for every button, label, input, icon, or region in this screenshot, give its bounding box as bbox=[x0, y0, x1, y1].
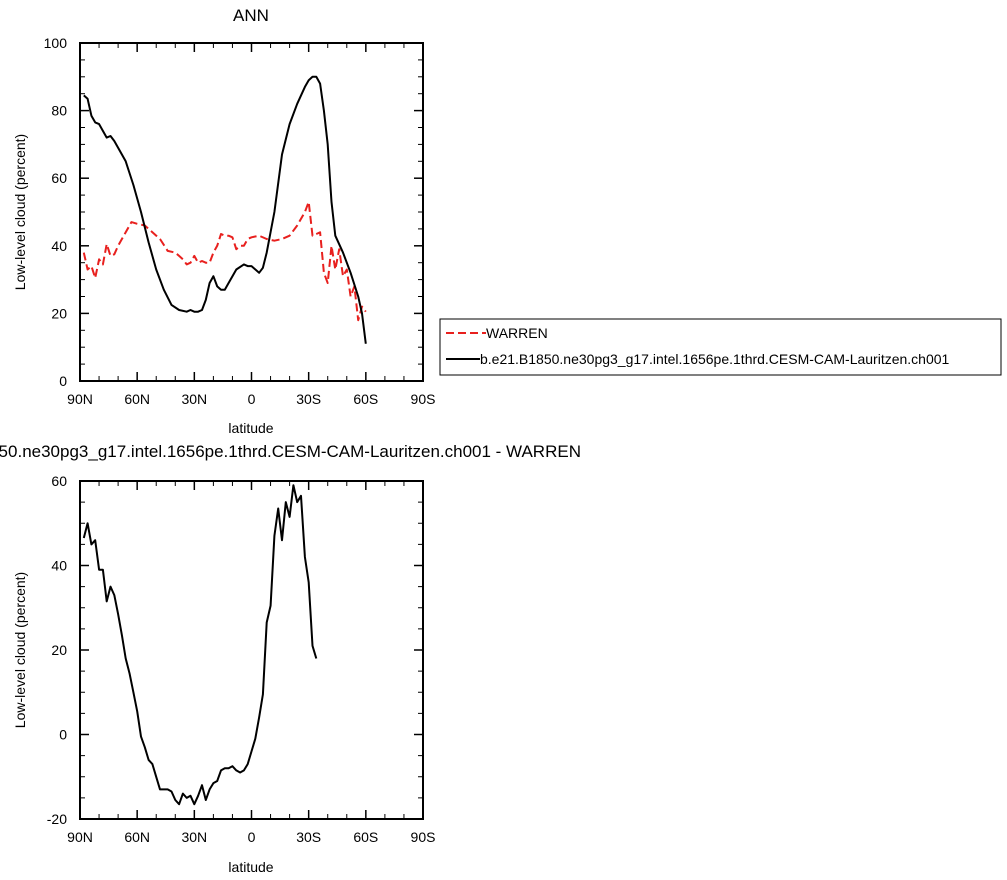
y-tick-label: 100 bbox=[44, 35, 68, 51]
chart2-plot-frame bbox=[79, 480, 424, 820]
chart2-x-axis-label: latitude bbox=[228, 859, 273, 875]
chart1-y-axis-label: Low-level cloud (percent) bbox=[12, 134, 28, 290]
x-tick-label: 30N bbox=[181, 829, 207, 845]
chart2-y-axis-label: Low-level cloud (percent) bbox=[12, 572, 28, 728]
y-tick-label: 0 bbox=[59, 727, 67, 743]
chart2-series bbox=[82, 484, 318, 806]
legend-box bbox=[439, 318, 1002, 376]
x-tick-label: 30S bbox=[296, 391, 321, 407]
y-tick-label: 80 bbox=[51, 103, 67, 119]
chart1-title: ANN bbox=[233, 6, 269, 25]
x-tick-label: 90S bbox=[411, 391, 436, 407]
x-tick-label: 60N bbox=[124, 829, 150, 845]
chart1-ticks: 90N 60N 30N 0 30S 60S 90S 0 20 40 60 80 100 bbox=[44, 35, 436, 407]
x-tick-label: 30S bbox=[296, 829, 321, 845]
y-tick-label: 40 bbox=[51, 238, 67, 254]
y-tick-label: 0 bbox=[59, 373, 67, 389]
chart1-plot-frame bbox=[79, 42, 424, 382]
x-tick-label: 0 bbox=[248, 829, 256, 845]
y-tick-label: 40 bbox=[51, 558, 67, 574]
legend-label-warren: WARREN bbox=[486, 325, 548, 341]
series-line-1 bbox=[82, 200, 367, 322]
series-line-1 bbox=[82, 484, 318, 806]
x-tick-label: 90N bbox=[67, 829, 93, 845]
chart1-x-axis-label: latitude bbox=[228, 420, 273, 436]
y-tick-label: 60 bbox=[51, 170, 67, 186]
x-tick-label: 30N bbox=[181, 391, 207, 407]
x-tick-label: 0 bbox=[248, 391, 256, 407]
y-tick-label: -20 bbox=[47, 811, 67, 827]
x-tick-label: 60N bbox=[124, 391, 150, 407]
y-tick-label: 20 bbox=[51, 305, 67, 321]
series-line-2 bbox=[83, 75, 367, 344]
legend-label-model: b.e21.B1850.ne30pg3_g17.intel.1656pe.1th… bbox=[480, 351, 950, 367]
chart2-ticks: 90N 60N 30N 0 30S 60S 90S -20 0 20 40 60 bbox=[47, 473, 436, 845]
x-tick-label: 60S bbox=[353, 391, 378, 407]
y-tick-label: 60 bbox=[51, 473, 67, 489]
x-tick-label: 90S bbox=[411, 829, 436, 845]
y-tick-label: 20 bbox=[51, 642, 67, 658]
chart2-title: b.e21.B1850.ne30pg3_g17.intel.1656pe.1th… bbox=[0, 442, 581, 461]
x-tick-label: 60S bbox=[353, 829, 378, 845]
chart1-series bbox=[82, 75, 367, 344]
x-tick-label: 90N bbox=[67, 391, 93, 407]
chart1-legend: WARREN b.e21.B1850.ne30pg3_g17.intel.165… bbox=[439, 318, 1002, 376]
